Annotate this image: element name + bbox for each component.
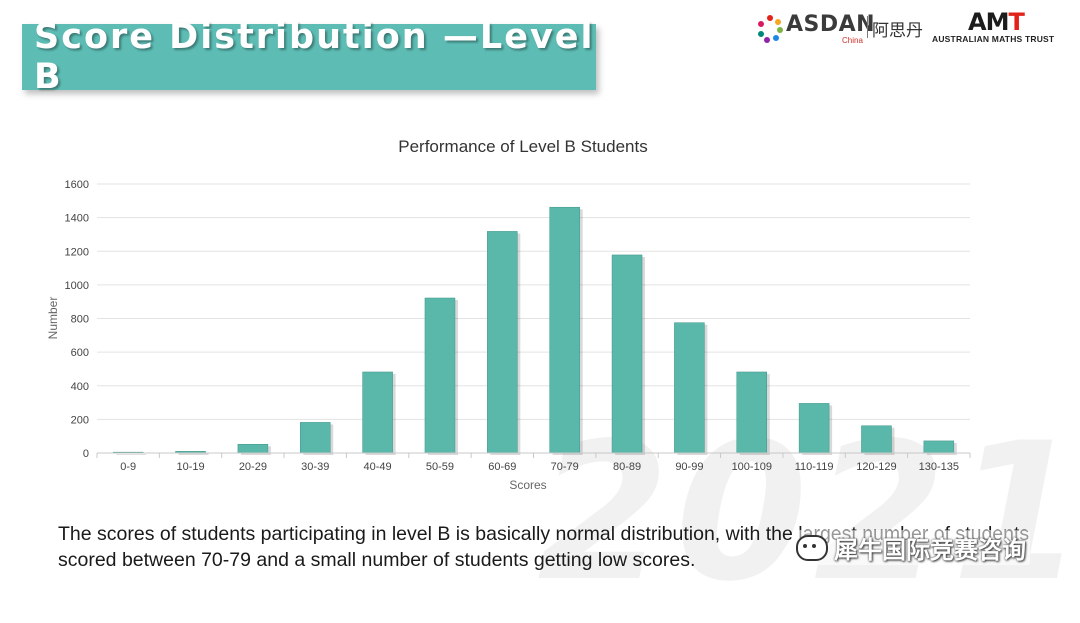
bar-100-109 [736, 371, 767, 454]
amt-mark: AMT [968, 8, 1025, 36]
chart-gridlines [97, 183, 970, 420]
slide-title-banner: Score Distribution —Level B [22, 17, 596, 97]
y-tick-label: 600 [71, 347, 89, 359]
bar-120-129 [861, 425, 892, 454]
logo-divider [867, 16, 868, 38]
x-tick-label: 90-99 [675, 461, 703, 473]
bar-60-69 [487, 231, 518, 454]
y-tick-label: 1000 [65, 280, 89, 292]
x-tick-label: 130-135 [919, 461, 959, 473]
wechat-watermark-text: 犀牛国际竞赛咨询 [834, 536, 1026, 564]
x-axis-ticks: 0-9 10-19 20-29 30-39 40-49 50-59 60-69 70-79 80… [96, 453, 971, 473]
amt-logo: AMT AUSTRALIAN MATHS TRUST [932, 8, 1072, 46]
asdan-china-label: China [842, 36, 863, 45]
x-tick-label: 80-89 [613, 461, 641, 473]
x-tick-label: 50-59 [426, 461, 454, 473]
chart-bars [112, 206, 957, 455]
chart-title: Performance of Level B Students [398, 137, 647, 156]
bar-80-89 [611, 254, 643, 454]
score-distribution-chart: Performance of Level B Students 0 200 400 6… [46, 137, 971, 492]
y-tick-label: 400 [71, 381, 89, 393]
x-tick-label: 20-29 [239, 461, 267, 473]
x-tick-label: 100-109 [732, 461, 772, 473]
x-axis-label: Scores [509, 478, 546, 492]
x-tick-label: 40-49 [364, 461, 392, 473]
bar-50-59 [424, 297, 456, 454]
bar-90-99 [674, 322, 705, 454]
bar-70-79 [549, 206, 580, 454]
y-tick-label: 1600 [65, 179, 89, 191]
y-tick-label: 1400 [65, 213, 89, 225]
bar-shadow [116, 454, 147, 455]
y-tick-label: 800 [71, 314, 89, 326]
bar-30-39 [300, 422, 331, 454]
y-tick-label: 1200 [65, 246, 89, 258]
x-tick-label: 10-19 [176, 461, 204, 473]
y-axis-ticks: 0 200 400 600 800 1000 1200 1400 1600 [65, 179, 89, 460]
x-tick-label: 70-79 [551, 461, 579, 473]
slide-caption: The scores of students participating in … [58, 523, 1030, 571]
bar-40-49 [362, 371, 393, 454]
wechat-icon [796, 534, 828, 561]
x-tick-label: 110-119 [795, 461, 834, 473]
bar-130-135 [923, 440, 955, 454]
slide-title: Score Distribution —Level B [34, 17, 595, 97]
wechat-watermark: 犀牛国际竞赛咨询 [792, 530, 1030, 565]
asdan-flower-icon [758, 15, 783, 43]
asdan-logo: ASDAN China 阿思丹 [756, 10, 924, 46]
x-tick-label: 30-39 [301, 461, 329, 473]
y-tick-label: 0 [83, 448, 89, 460]
y-tick-label: 200 [71, 414, 89, 426]
bar-20-29 [237, 444, 269, 454]
bar-110-119 [798, 403, 830, 454]
x-tick-label: 60-69 [488, 461, 516, 473]
bar-shadow [178, 453, 209, 455]
x-tick-label: 120-129 [856, 461, 896, 473]
x-tick-label: 0-9 [120, 461, 136, 473]
y-axis-label: Number [46, 297, 60, 340]
asdan-chinese-name: 阿思丹 [872, 21, 923, 41]
amt-full-name: AUSTRALIAN MATHS TRUST [932, 34, 1055, 44]
asdan-wordmark: ASDAN [786, 12, 876, 37]
